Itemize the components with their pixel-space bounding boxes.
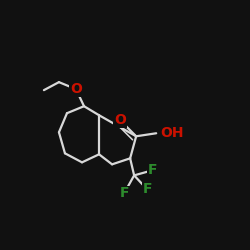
- Text: O: O: [114, 113, 126, 127]
- Text: F: F: [119, 186, 129, 200]
- Text: OH: OH: [160, 126, 184, 140]
- Text: F: F: [142, 182, 152, 196]
- Text: O: O: [70, 82, 82, 96]
- Text: F: F: [148, 163, 157, 177]
